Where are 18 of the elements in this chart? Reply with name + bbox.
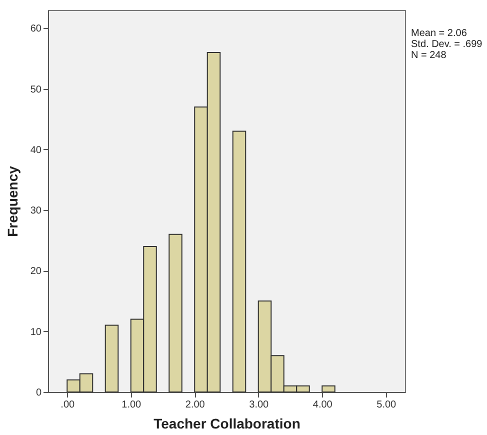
- y-tick-label: 30: [30, 206, 42, 217]
- x-tick-label: 4.00: [312, 400, 333, 410]
- y-tick-label: 60: [30, 24, 42, 35]
- text: Std. Dev. = .699: [411, 39, 483, 50]
- text: N = 248: [411, 50, 447, 61]
- x-tick-label: 5.00: [376, 400, 397, 410]
- y-tick-label: 0: [36, 388, 42, 398]
- y-tick-label: 10: [30, 326, 42, 338]
- x-tick-label: 2.00: [185, 400, 206, 410]
- x-tick-label: 3.00: [249, 400, 270, 410]
- x-tick-label: .00: [60, 400, 76, 410]
- y-tick-label: 20: [30, 266, 42, 278]
- x-tick-label: 1.00: [122, 400, 142, 410]
- y-axis-title: Frequency: [4, 166, 20, 237]
- y-tick-label: 40: [30, 144, 42, 156]
- x-axis-title: Teacher Collaboration: [154, 416, 300, 432]
- text: Mean = 2.06: [411, 28, 468, 39]
- y-tick-label: 50: [30, 84, 42, 96]
